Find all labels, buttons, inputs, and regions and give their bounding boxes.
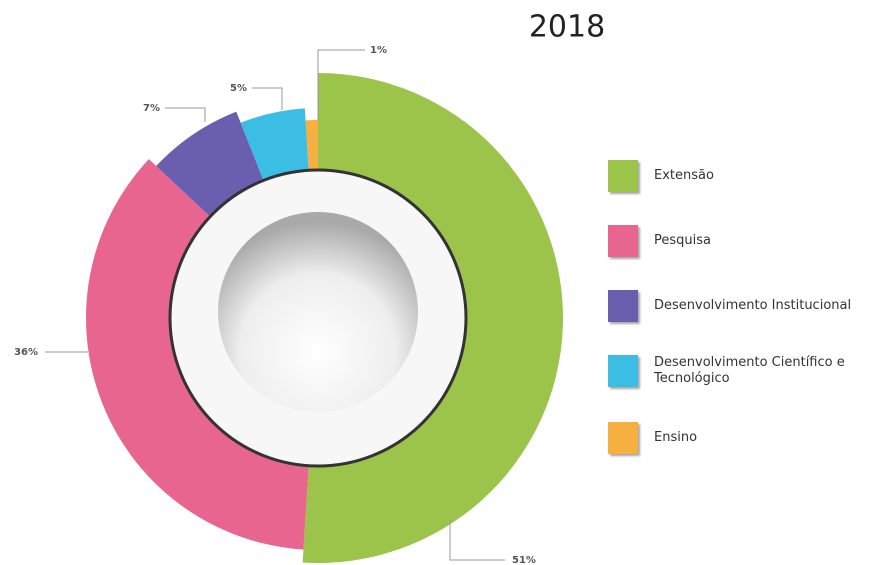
- slice: [240, 108, 309, 181]
- chart-title: 2018: [529, 10, 605, 45]
- data-label: 5%: [230, 83, 247, 94]
- legend-item: Pesquisa: [608, 225, 869, 257]
- legend-item: Ensino: [608, 422, 869, 454]
- legend-label: Pesquisa: [654, 233, 711, 248]
- legend-item: Extensão: [608, 160, 869, 192]
- legend-swatch: [608, 290, 638, 322]
- leader-line: [252, 87, 283, 110]
- slice: [156, 111, 264, 217]
- data-label: 1%: [370, 45, 387, 56]
- legend-item: Desenvolvimento Científico e Tecnológico: [608, 355, 869, 387]
- data-label: 36%: [14, 347, 38, 358]
- center-disc: [218, 212, 418, 412]
- slice: [302, 73, 564, 564]
- legend-swatch: [608, 355, 638, 387]
- legend-label: Ensino: [654, 430, 698, 445]
- data-label: 7%: [143, 103, 160, 114]
- slice: [305, 120, 318, 171]
- leader-line: [449, 520, 505, 561]
- legend-label: Desenvolvimento Institucional: [654, 298, 852, 313]
- leader-line: [165, 107, 206, 122]
- legend-item: Desenvolvimento Institucional: [608, 290, 869, 322]
- legend-label: Extensão: [654, 168, 714, 183]
- legend-label: Desenvolvimento Científico e Tecnológico: [654, 355, 845, 386]
- leader-line: [317, 49, 365, 120]
- legend-swatch: [608, 225, 638, 257]
- legend-swatch: [608, 422, 638, 454]
- legend-swatch: [608, 160, 638, 192]
- data-label: 51%: [512, 555, 536, 565]
